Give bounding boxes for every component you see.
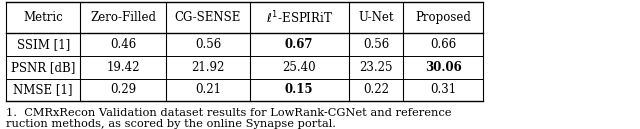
Text: 0.15: 0.15 <box>285 83 314 96</box>
Text: Zero-Filled: Zero-Filled <box>90 11 156 24</box>
Text: 25.40: 25.40 <box>282 61 316 74</box>
Text: 0.56: 0.56 <box>363 38 389 51</box>
Text: 0.22: 0.22 <box>363 83 389 96</box>
Text: NMSE [1]: NMSE [1] <box>13 83 73 96</box>
Text: PSNR [dB]: PSNR [dB] <box>11 61 76 74</box>
Text: 21.92: 21.92 <box>191 61 225 74</box>
Text: U-Net: U-Net <box>358 11 394 24</box>
Text: $\ell^1$-ESPIRiT: $\ell^1$-ESPIRiT <box>266 9 333 26</box>
Text: 30.06: 30.06 <box>425 61 461 74</box>
Text: 0.66: 0.66 <box>430 38 456 51</box>
Text: 0.67: 0.67 <box>285 38 314 51</box>
Text: 0.29: 0.29 <box>110 83 136 96</box>
Text: CG-SENSE: CG-SENSE <box>175 11 241 24</box>
Text: 19.42: 19.42 <box>106 61 140 74</box>
Text: 23.25: 23.25 <box>359 61 393 74</box>
Text: Metric: Metric <box>23 11 63 24</box>
Text: 0.56: 0.56 <box>195 38 221 51</box>
Text: 1.  CMRxRecon Validation dataset results for LowRank-CGNet and reference
ruction: 1. CMRxRecon Validation dataset results … <box>6 108 452 129</box>
Text: Proposed: Proposed <box>415 11 471 24</box>
Text: 0.31: 0.31 <box>430 83 456 96</box>
Text: 0.21: 0.21 <box>195 83 221 96</box>
Text: SSIM [1]: SSIM [1] <box>17 38 70 51</box>
Text: 0.46: 0.46 <box>110 38 136 51</box>
